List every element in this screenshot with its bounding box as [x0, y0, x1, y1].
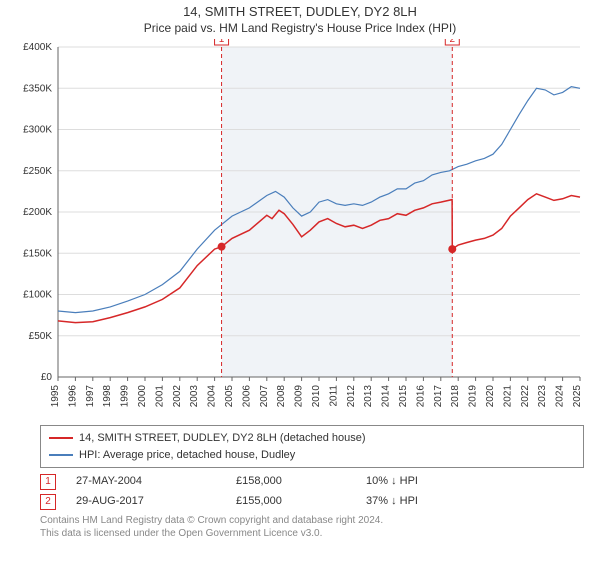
marker-number: 2: [40, 494, 56, 510]
svg-text:2020: 2020: [485, 385, 496, 408]
svg-text:2018: 2018: [450, 385, 461, 408]
svg-text:1999: 1999: [120, 385, 131, 408]
svg-text:£0: £0: [41, 372, 53, 383]
legend-item: 14, SMITH STREET, DUDLEY, DY2 8LH (detac…: [49, 430, 575, 447]
svg-text:£150K: £150K: [23, 248, 52, 259]
svg-text:2007: 2007: [259, 385, 270, 408]
svg-text:1995: 1995: [50, 385, 61, 408]
svg-text:2006: 2006: [241, 385, 252, 408]
svg-text:2004: 2004: [207, 385, 218, 408]
svg-text:1996: 1996: [67, 385, 78, 408]
svg-text:2017: 2017: [433, 385, 444, 408]
marker-delta: 10% ↓ HPI: [366, 472, 486, 492]
legend-item: HPI: Average price, detached house, Dudl…: [49, 447, 575, 464]
svg-text:£200K: £200K: [23, 207, 52, 218]
marker-row: 1 27-MAY-2004 £158,000 10% ↓ HPI: [40, 472, 584, 492]
chart-subtitle: Price paid vs. HM Land Registry's House …: [0, 21, 600, 35]
marker-number: 1: [40, 474, 56, 490]
chart-area: £0 £50K £100K £150K £200K £250K £300K £350K £400…: [10, 39, 590, 419]
legend: 14, SMITH STREET, DUDLEY, DY2 8LH (detac…: [40, 425, 584, 468]
svg-text:2016: 2016: [415, 385, 426, 408]
svg-text:£350K: £350K: [23, 83, 52, 94]
svg-text:2: 2: [450, 39, 456, 45]
svg-text:£100K: £100K: [23, 290, 52, 301]
svg-text:2001: 2001: [154, 385, 165, 408]
svg-text:2024: 2024: [555, 385, 566, 408]
footnote-line2: This data is licensed under the Open Gov…: [40, 527, 584, 540]
svg-text:£400K: £400K: [23, 42, 52, 53]
svg-text:1: 1: [219, 39, 225, 45]
svg-text:2005: 2005: [224, 385, 235, 408]
svg-text:2002: 2002: [172, 385, 183, 408]
svg-text:2009: 2009: [294, 385, 305, 408]
svg-text:1998: 1998: [102, 385, 113, 408]
marker-date: 29-AUG-2017: [76, 492, 216, 512]
chart-title: 14, SMITH STREET, DUDLEY, DY2 8LH: [0, 4, 600, 19]
svg-text:2019: 2019: [468, 385, 479, 408]
svg-text:2011: 2011: [328, 385, 339, 407]
markers-table: 1 27-MAY-2004 £158,000 10% ↓ HPI 2 29-AUG-201…: [40, 472, 584, 512]
svg-text:2022: 2022: [520, 385, 531, 408]
legend-label: HPI: Average price, detached house, Dudl…: [79, 447, 295, 464]
svg-text:1997: 1997: [85, 385, 96, 408]
marker-price: £155,000: [236, 492, 346, 512]
legend-swatch: [49, 437, 73, 439]
marker-delta: 37% ↓ HPI: [366, 492, 486, 512]
svg-text:2003: 2003: [189, 385, 200, 408]
svg-text:2008: 2008: [276, 385, 287, 408]
legend-swatch: [49, 454, 73, 456]
marker-row: 2 29-AUG-2017 £155,000 37% ↓ HPI: [40, 492, 584, 512]
svg-text:2010: 2010: [311, 385, 322, 408]
svg-text:2021: 2021: [502, 385, 513, 408]
legend-label: 14, SMITH STREET, DUDLEY, DY2 8LH (detac…: [79, 430, 366, 447]
svg-text:£50K: £50K: [29, 331, 53, 342]
svg-text:2012: 2012: [346, 385, 357, 408]
svg-text:2000: 2000: [137, 385, 148, 408]
svg-text:2025: 2025: [572, 385, 583, 408]
svg-text:2023: 2023: [537, 385, 548, 408]
footnote: Contains HM Land Registry data © Crown c…: [40, 514, 584, 540]
svg-text:£300K: £300K: [23, 125, 52, 136]
marker-price: £158,000: [236, 472, 346, 492]
footnote-line1: Contains HM Land Registry data © Crown c…: [40, 514, 584, 527]
marker-date: 27-MAY-2004: [76, 472, 216, 492]
svg-text:2014: 2014: [381, 385, 392, 408]
svg-text:£250K: £250K: [23, 166, 52, 177]
svg-text:2015: 2015: [398, 385, 409, 408]
svg-text:2013: 2013: [363, 385, 374, 408]
